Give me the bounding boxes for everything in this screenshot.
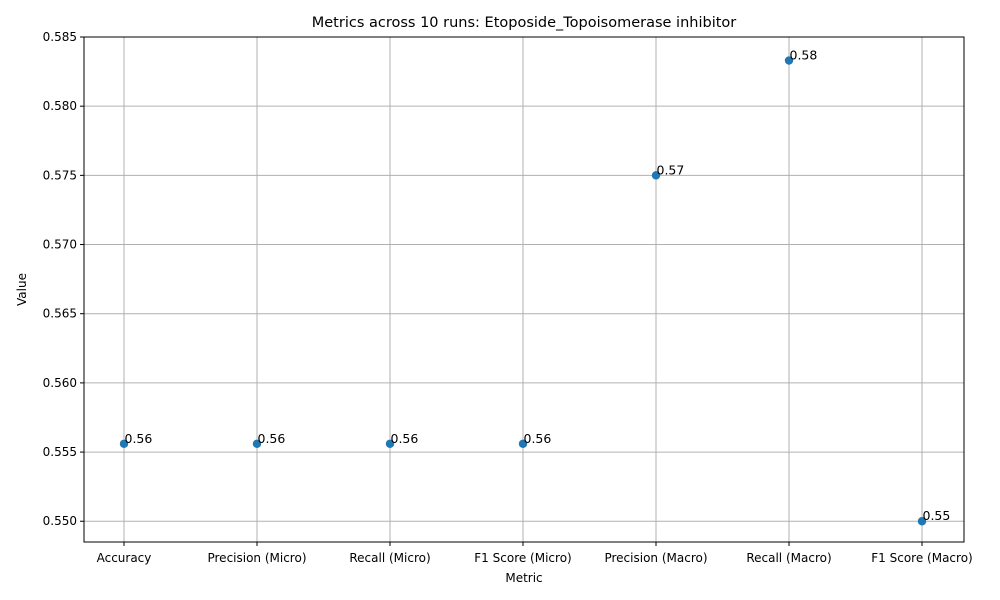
plot-area-frame <box>83 36 965 543</box>
y-tick-label: 0.560 <box>43 376 77 390</box>
grid-lines <box>84 36 964 542</box>
data-label: 0.56 <box>258 431 286 446</box>
x-axis-label: Metric <box>505 571 542 585</box>
x-tick-label: Precision (Micro) <box>207 551 306 565</box>
data-label: 0.58 <box>790 48 818 63</box>
y-axis-ticks: 0.550 0.555 0.560 0.565 0.570 0.575 0.580 0.585 <box>43 30 84 528</box>
data-label: 0.55 <box>923 508 951 523</box>
data-point <box>917 517 927 526</box>
data-point <box>252 439 262 448</box>
x-tick-label: F1 Score (Macro) <box>871 551 972 565</box>
y-tick-label: 0.585 <box>43 30 77 44</box>
data-point <box>518 439 528 448</box>
x-tick-label: Accuracy <box>97 551 152 565</box>
data-labels: 0.56 0.56 0.56 0.56 0.57 0.58 0.55 <box>125 48 951 524</box>
y-tick-label: 0.575 <box>43 168 77 182</box>
y-axis-label: Value <box>15 273 29 306</box>
y-tick-label: 0.565 <box>43 307 77 321</box>
y-tick-label: 0.570 <box>43 238 77 252</box>
data-label: 0.56 <box>524 431 552 446</box>
data-point <box>119 439 129 448</box>
data-label: 0.56 <box>125 431 153 446</box>
x-tick-label: Recall (Micro) <box>349 551 430 565</box>
x-tick-label: F1 Score (Micro) <box>474 551 571 565</box>
x-tick-label: Recall (Macro) <box>746 551 831 565</box>
data-point <box>651 171 661 180</box>
y-tick-label: 0.550 <box>43 514 77 528</box>
data-label: 0.56 <box>391 431 419 446</box>
y-tick-label: 0.555 <box>43 445 77 459</box>
data-point <box>784 56 794 65</box>
data-point <box>385 439 395 448</box>
x-tick-label: Precision (Macro) <box>604 551 707 565</box>
x-axis-ticks: Accuracy Precision (Micro) Recall (Micro) F… <box>97 542 973 565</box>
chart-title: Metrics across 10 runs: Etoposide_Topois… <box>312 15 737 31</box>
data-points <box>119 56 927 526</box>
y-tick-label: 0.580 <box>43 99 77 113</box>
data-label: 0.57 <box>657 162 685 177</box>
